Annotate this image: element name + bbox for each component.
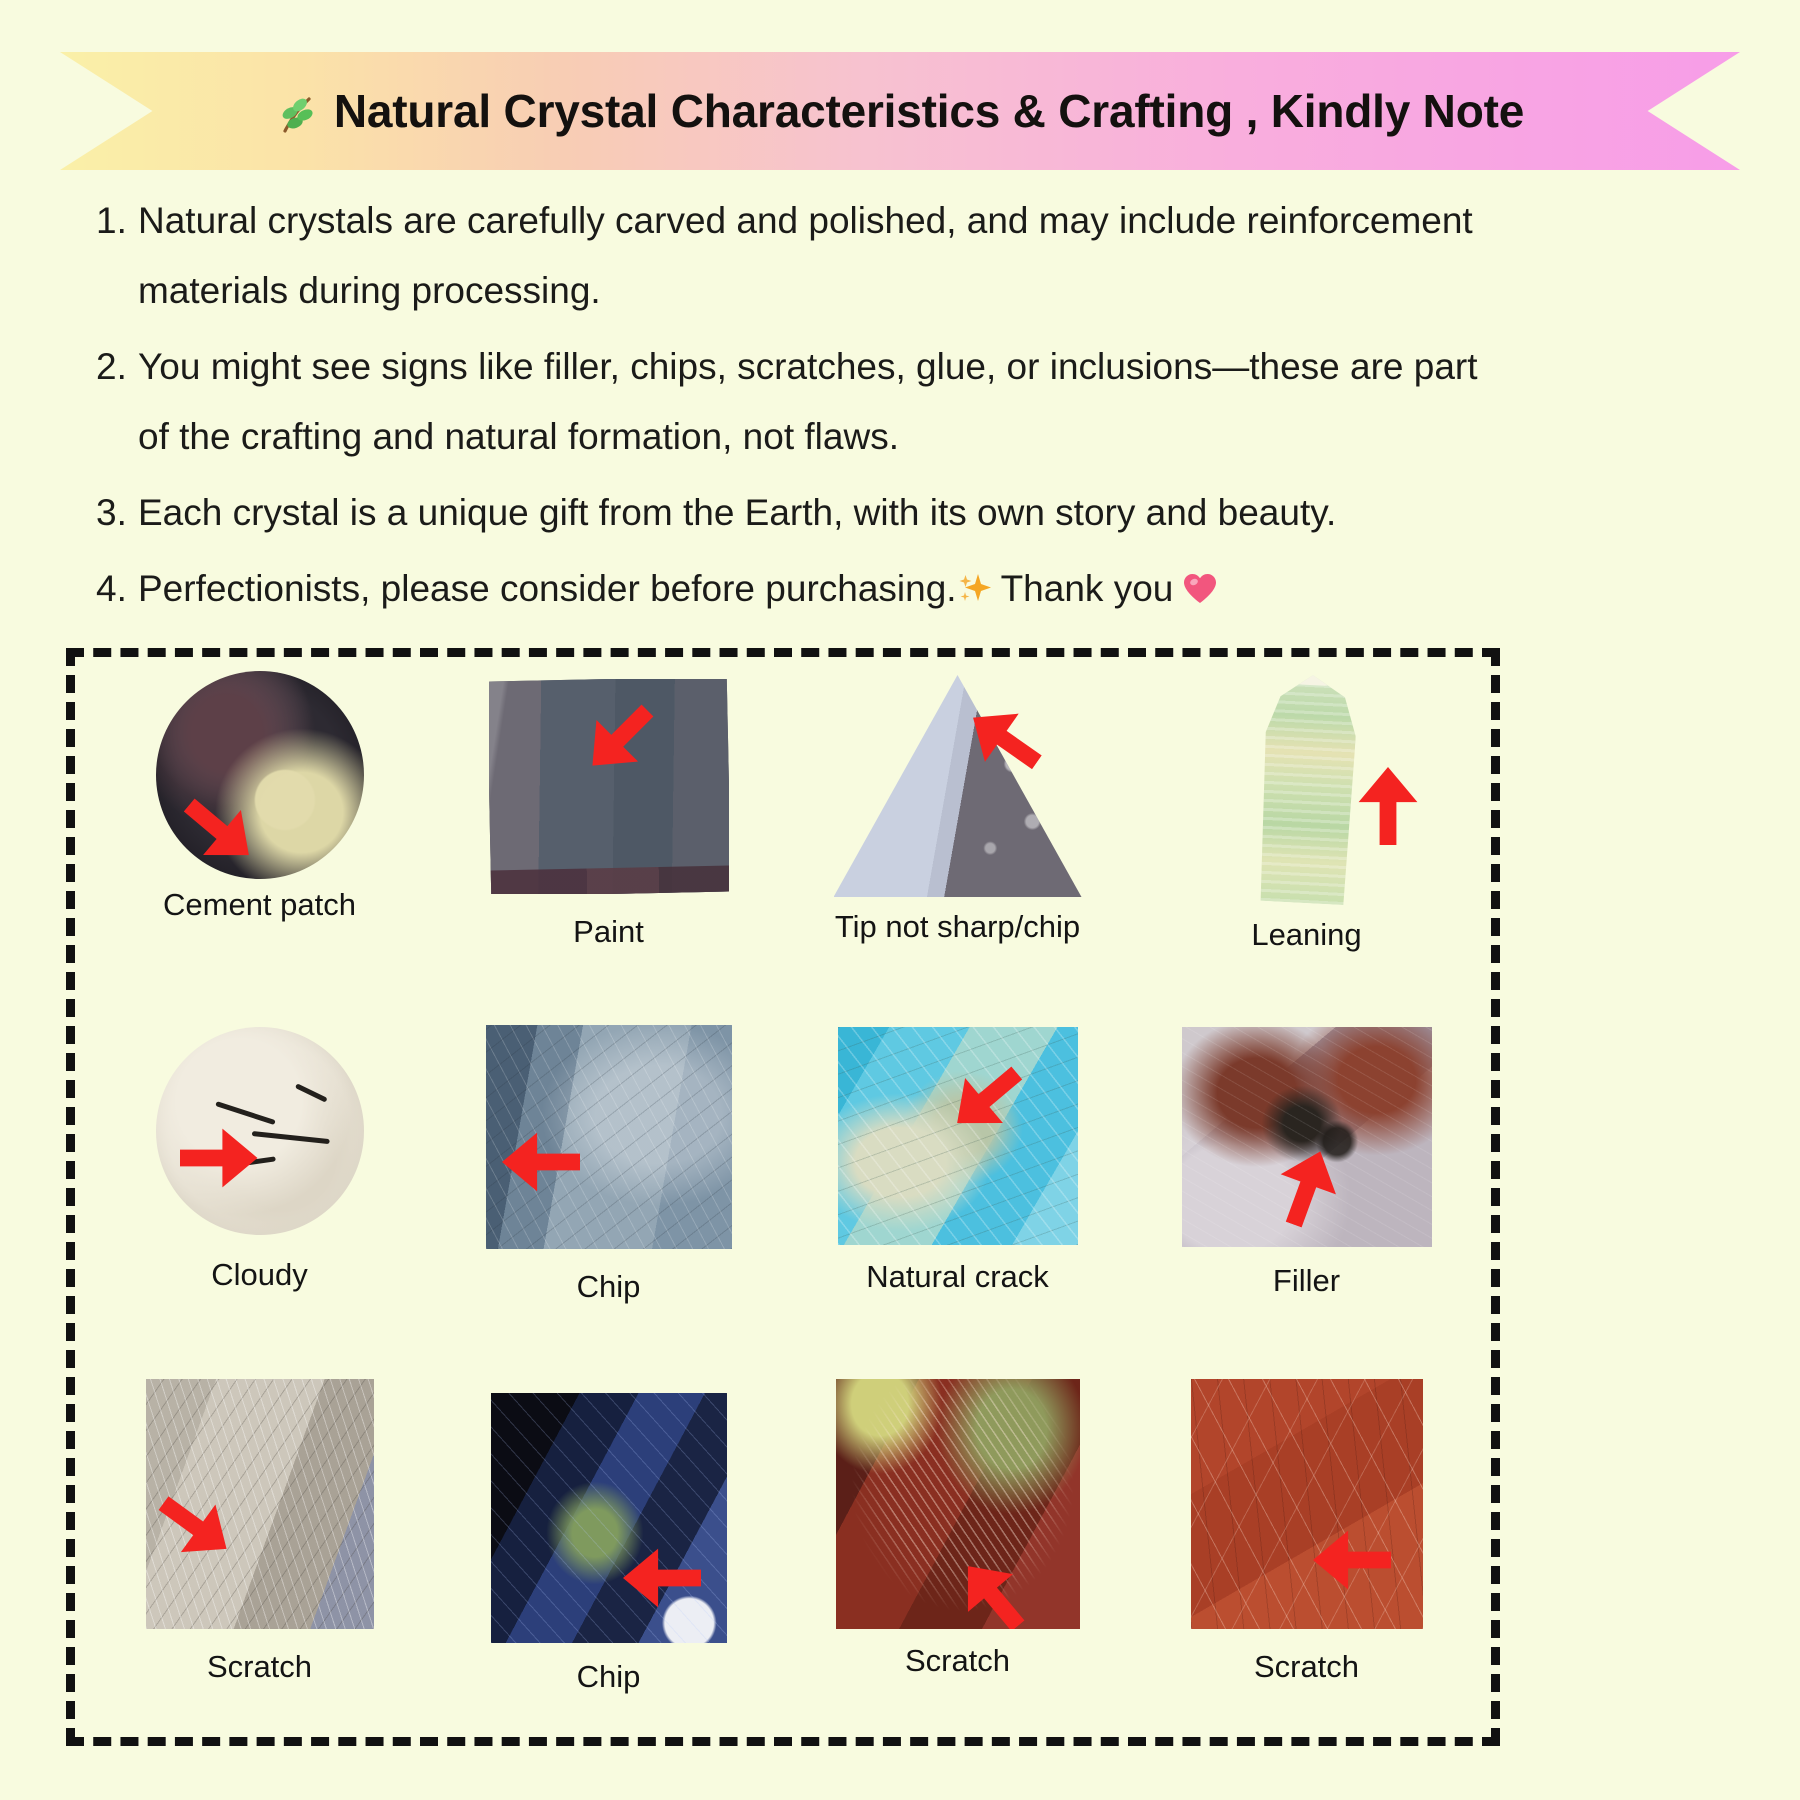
tower-tip bbox=[1286, 650, 1340, 687]
gallery-cell-tip-not-sharp[interactable]: Tip not sharp/chip bbox=[783, 671, 1132, 1025]
gallery-cell-scratch-1[interactable]: Scratch bbox=[85, 1379, 434, 1733]
crystal-filler-image bbox=[1181, 1027, 1432, 1247]
tourmaline-needle bbox=[214, 1101, 276, 1126]
thumbnail-red-scratch bbox=[835, 1379, 1080, 1629]
gallery-cell-label: Scratch bbox=[1253, 1649, 1360, 1684]
gallery-cell-chip-bottom[interactable]: Chip bbox=[434, 1379, 783, 1733]
thumbnail-red-surface-scratch bbox=[1190, 1379, 1423, 1629]
thumbnail-dark-sphere bbox=[155, 671, 364, 879]
list-item-number: 2. bbox=[96, 346, 127, 387]
gallery-cell-label: Chip bbox=[576, 1659, 641, 1694]
list-item: 2. You might see signs like filler, chip… bbox=[96, 332, 1516, 472]
gallery-cell-cloudy[interactable]: Cloudy bbox=[85, 1025, 434, 1379]
gallery-cell-label: Cloudy bbox=[211, 1257, 308, 1292]
gallery-cell-filler[interactable]: Filler bbox=[1132, 1025, 1481, 1379]
header-banner: Natural Crystal Characteristics & Crafti… bbox=[60, 52, 1740, 170]
thumbnail-blue-chip bbox=[485, 1025, 732, 1249]
gallery-cell-label: Paint bbox=[573, 914, 644, 949]
list-item-number: 4. bbox=[96, 568, 127, 609]
heart-icon bbox=[1183, 558, 1217, 603]
gallery-cell-label: Scratch bbox=[904, 1643, 1011, 1678]
list-item-text-before: Perfectionists, please consider before p… bbox=[138, 568, 957, 609]
list-item-number: 3. bbox=[96, 492, 127, 533]
list-item-text: You might see signs like filler, chips, … bbox=[138, 346, 1478, 457]
crystal-chip-image bbox=[485, 1025, 732, 1249]
gallery-cell-label: Chip bbox=[576, 1269, 641, 1304]
list-item-text: Natural crystals are carefully carved an… bbox=[138, 200, 1473, 311]
crystal-scratch-image bbox=[835, 1379, 1080, 1629]
thumbnail-grey-scratch bbox=[145, 1379, 374, 1629]
thumbnail-tower bbox=[1231, 675, 1383, 903]
crystal-chip-image bbox=[490, 1393, 727, 1643]
list-item-text: Each crystal is a unique gift from the E… bbox=[138, 492, 1337, 533]
list-item-number: 1. bbox=[96, 200, 127, 241]
crystal-tower-image bbox=[1255, 673, 1359, 906]
gallery-cell-scratch-2[interactable]: Scratch bbox=[783, 1379, 1132, 1733]
gallery-cell-label: Scratch bbox=[206, 1649, 313, 1684]
annotation-arrow-icon bbox=[1353, 767, 1423, 845]
gallery-cell-natural-crack[interactable]: Natural crack bbox=[783, 1025, 1132, 1379]
banner-title-text: Natural Crystal Characteristics & Crafti… bbox=[333, 85, 1525, 137]
gallery-cell-label: Leaning bbox=[1251, 917, 1362, 952]
crystal-scratch-image bbox=[145, 1379, 374, 1629]
crystal-slab-image bbox=[488, 679, 729, 894]
gallery-cell-label: Cement patch bbox=[163, 887, 356, 922]
gallery-cell-chip-top[interactable]: Chip bbox=[434, 1025, 783, 1379]
list-item-text-after: Thank you bbox=[1000, 568, 1174, 609]
crystal-sphere-image bbox=[155, 671, 364, 879]
list-item-text: Perfectionists, please consider before p… bbox=[138, 554, 1516, 624]
thumbnail-sodalite-chip bbox=[490, 1393, 727, 1643]
notes-list: 1. Natural crystals are carefully carved… bbox=[96, 186, 1516, 630]
tourmaline-needle bbox=[294, 1083, 328, 1103]
gallery-cell-paint[interactable]: Paint bbox=[434, 671, 783, 1025]
thumbnail-teal-crack bbox=[837, 1027, 1078, 1245]
thumbnail-pyramid bbox=[833, 675, 1082, 897]
gallery-cell-leaning[interactable]: Leaning bbox=[1132, 671, 1481, 1025]
crystal-pyramid-image bbox=[833, 675, 1082, 897]
page-title: Natural Crystal Characteristics & Crafti… bbox=[276, 84, 1524, 138]
sparkles-icon bbox=[957, 558, 991, 601]
thumbnail-paint-slab bbox=[488, 679, 729, 894]
gallery-cell-label: Filler bbox=[1272, 1263, 1341, 1298]
list-item: 3. Each crystal is a unique gift from th… bbox=[96, 478, 1516, 548]
gallery-cell-label: Natural crack bbox=[866, 1259, 1049, 1294]
tourmaline-needle bbox=[227, 1156, 276, 1168]
herb-icon bbox=[276, 91, 320, 135]
crystal-crack-image bbox=[837, 1027, 1078, 1245]
thumbnail-cloudy-sphere bbox=[155, 1027, 364, 1235]
crystal-sphere-image bbox=[155, 1027, 364, 1235]
gallery-cell-scratch-3[interactable]: Scratch bbox=[1132, 1379, 1481, 1733]
list-item: 4. Perfectionists, please consider befor… bbox=[96, 554, 1516, 624]
gallery-cell-label: Tip not sharp/chip bbox=[834, 909, 1081, 944]
tourmaline-needle bbox=[251, 1131, 330, 1145]
gallery-cell-cement-patch[interactable]: Cement patch bbox=[85, 671, 434, 1025]
examples-gallery: Cement patch Paint Tip not sharp/chip bbox=[66, 648, 1500, 1746]
crystal-scratch-image bbox=[1190, 1379, 1423, 1629]
banner-ribbon: Natural Crystal Characteristics & Crafti… bbox=[60, 52, 1740, 170]
list-item: 1. Natural crystals are carefully carved… bbox=[96, 186, 1516, 326]
examples-grid: Cement patch Paint Tip not sharp/chip bbox=[75, 657, 1491, 1737]
thumbnail-filler bbox=[1181, 1027, 1432, 1247]
